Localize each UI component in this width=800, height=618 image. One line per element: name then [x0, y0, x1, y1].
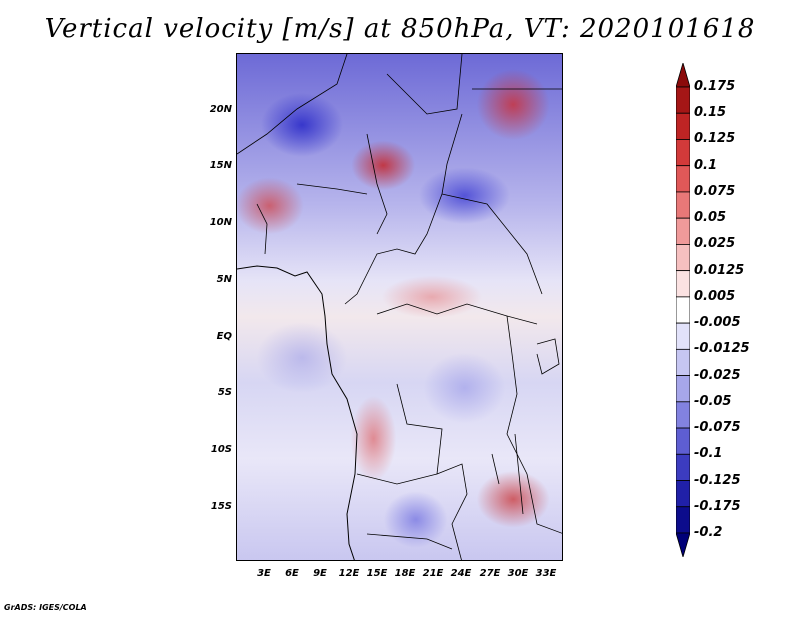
colorbar-segment — [676, 86, 690, 114]
colorbar — [676, 63, 690, 557]
lon-label-27e: 27E — [479, 568, 501, 579]
colorbar-top-triangle — [676, 63, 690, 88]
colorbar-segment — [676, 270, 690, 298]
chart-title: Vertical velocity [m/s] at 850hPa, VT: 2… — [44, 14, 756, 44]
colorbar-label: -0.0125 — [694, 341, 750, 357]
lon-label-9e: 9E — [313, 568, 327, 579]
lat-label-15n: 15N — [209, 160, 232, 171]
colorbar-label: -0.1 — [694, 446, 723, 462]
colorbar-segment — [676, 244, 690, 272]
colorbar-label: -0.2 — [694, 525, 723, 540]
lon-label-24e: 24E — [450, 568, 472, 579]
colorbar-segment — [676, 453, 690, 481]
coastline — [237, 265, 358, 560]
lon-label-12e: 12E — [338, 568, 360, 579]
colorbar-label: 0.075 — [694, 183, 736, 199]
lon-label-21e: 21E — [422, 568, 444, 579]
lon-label-3e: 3E — [257, 568, 271, 579]
colorbar-label: -0.005 — [694, 315, 741, 331]
grads-credit: GrADS: IGES/COLA — [4, 603, 87, 612]
colorbar-segment — [676, 296, 690, 324]
colorbar-label: 0.175 — [694, 79, 736, 94]
colorbar-segment — [676, 139, 690, 167]
map-boundaries — [237, 54, 562, 560]
colorbar-label: 0.1 — [694, 157, 718, 173]
lon-label-30e: 30E — [507, 568, 529, 579]
colorbar-label: -0.075 — [694, 420, 741, 436]
colorbar-segment — [676, 165, 690, 193]
colorbar-segment — [676, 191, 690, 219]
lat-label-10s: 10S — [210, 444, 232, 455]
colorbar-segment — [676, 506, 690, 534]
lon-label-33e: 33E — [535, 568, 557, 579]
colorbar-label: -0.025 — [694, 367, 741, 383]
lat-label-5s: 5S — [217, 387, 232, 398]
colorbar-label: 0.005 — [694, 288, 736, 304]
colorbar-label: 0.15 — [694, 105, 727, 121]
colorbar-segment — [676, 480, 690, 508]
lon-label-15e: 15E — [366, 568, 388, 579]
lat-label-5n: 5N — [216, 274, 232, 285]
colorbar-bottom-triangle — [676, 532, 690, 557]
colorbar-label: 0.125 — [694, 131, 736, 147]
lat-label-15s: 15S — [210, 501, 232, 512]
lon-label-6e: 6E — [285, 568, 299, 579]
velocity-map — [236, 53, 563, 561]
colorbar-label: -0.175 — [694, 498, 741, 514]
colorbar-segment — [676, 348, 690, 376]
lat-label-20n: 20N — [209, 104, 232, 115]
colorbar-label: -0.05 — [694, 393, 732, 409]
colorbar-segment — [676, 375, 690, 403]
colorbar-label: 0.05 — [694, 210, 727, 226]
lat-label-eq: EQ — [216, 331, 232, 342]
colorbar-segment — [676, 217, 690, 245]
colorbar-segment — [676, 401, 690, 429]
colorbar-label: -0.125 — [694, 472, 741, 488]
colorbar-segment — [676, 322, 690, 350]
colorbar-segment — [676, 427, 690, 455]
colorbar-label: 0.025 — [694, 236, 736, 252]
colorbar-segment — [676, 112, 690, 140]
lat-label-10n: 10N — [209, 217, 232, 228]
colorbar-label: 0.0125 — [694, 262, 745, 278]
lon-label-18e: 18E — [394, 568, 416, 579]
